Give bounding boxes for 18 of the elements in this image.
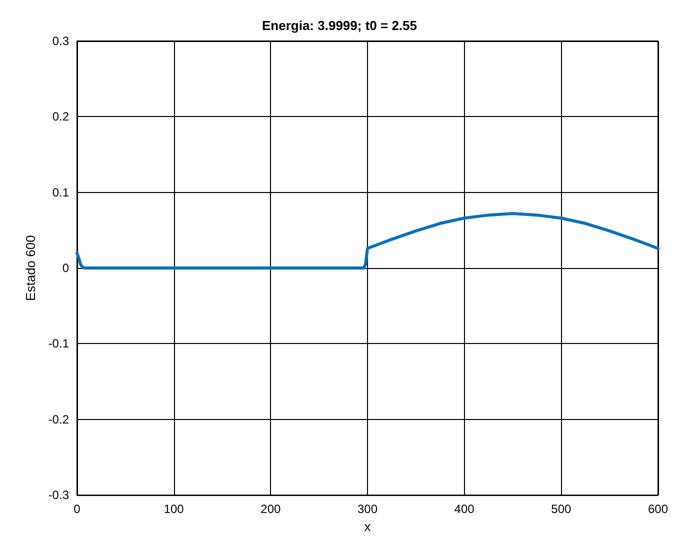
y-tick-label: 0 [62,261,70,276]
line-series [76,212,660,270]
x-tick-label: 200 [260,502,281,516]
x-tick-label: 400 [454,502,475,516]
y-tick-label: 0.2 [52,110,70,124]
y-tick-label: -0.3 [48,488,70,502]
y-axis-title: Estado 600 [23,235,38,301]
x-tick-label: 300 [357,502,378,516]
x-axis-title: x [364,519,372,534]
x-tick-label: 0 [74,502,81,516]
x-tick-label: 600 [648,502,668,516]
chart-title: Energia: 3.9999; t0 = 2.55 [262,18,418,33]
x-tick-label: 100 [164,502,184,516]
y-tick-label: 0.1 [52,185,70,200]
y-tick-label: 0.3 [52,34,70,48]
y-tick-label: -0.2 [48,412,70,426]
x-tick-label: 500 [551,502,572,516]
y-tick-label: -0.1 [48,336,70,351]
